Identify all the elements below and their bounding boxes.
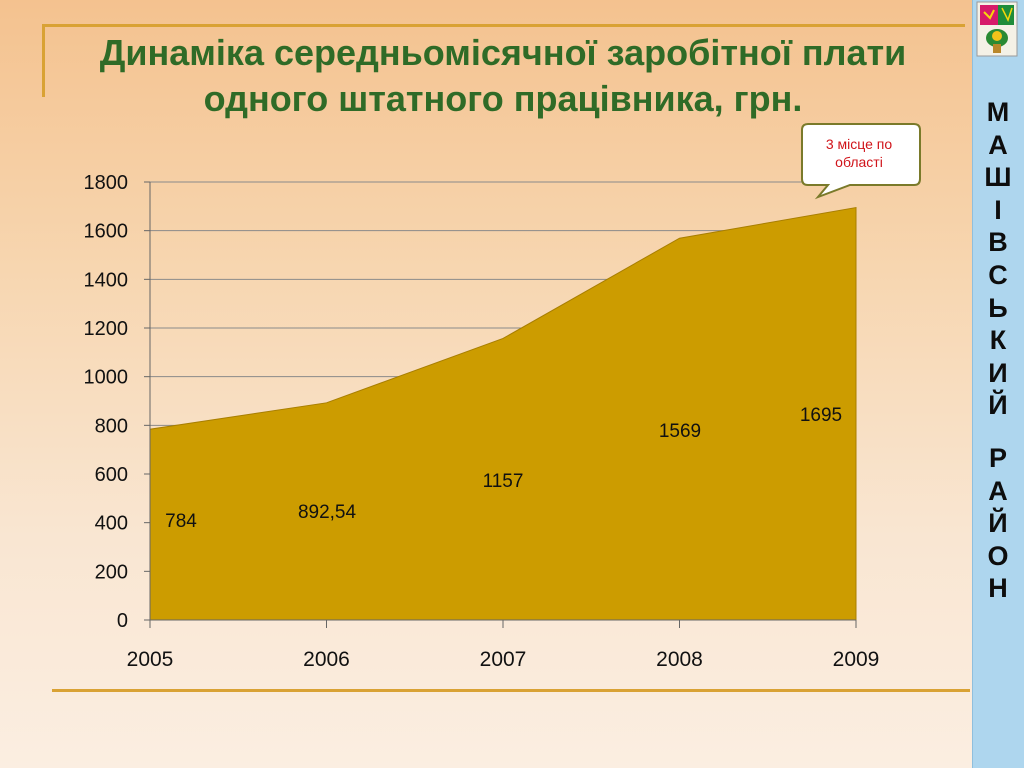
- district-letter: Й: [988, 390, 1008, 421]
- y-tick-label: 1200: [84, 318, 129, 340]
- district-letter: А: [988, 475, 1008, 506]
- district-letter: А: [988, 129, 1008, 160]
- page-title-line2: одного штатного працівника, грн.: [203, 78, 803, 119]
- y-tick-label: 200: [95, 561, 128, 583]
- district-letter: К: [989, 325, 1007, 356]
- y-tick-label: 1800: [84, 172, 129, 194]
- x-tick-label: 2007: [480, 648, 527, 671]
- district-coat-of-arms-icon: [976, 1, 1018, 57]
- callout-bubble: [801, 123, 921, 200]
- y-tick-label: 0: [117, 610, 128, 632]
- district-letter: В: [988, 227, 1008, 258]
- data-label: 1695: [800, 405, 842, 426]
- x-tick-label: 2005: [127, 648, 174, 671]
- area-series: [149, 206, 857, 621]
- title-frame: [42, 24, 965, 97]
- page-title: Динаміка середньомісячної заробітної пла…: [48, 30, 958, 122]
- data-label: 1569: [659, 421, 701, 442]
- district-letter: М: [986, 97, 1010, 127]
- data-label: 892,54: [298, 502, 357, 523]
- callout-text: 3 місце по області: [825, 136, 893, 170]
- sidebar: [972, 0, 1024, 768]
- district-letter: І: [994, 194, 1002, 225]
- district-letter: И: [988, 357, 1008, 388]
- y-tick-label: 800: [95, 415, 128, 437]
- district-letter: Й: [988, 508, 1008, 539]
- y-tick-label: 1600: [84, 221, 129, 243]
- y-tick-label: 400: [95, 513, 128, 535]
- x-tick-label: 2008: [656, 648, 703, 671]
- district-letter: С: [988, 259, 1008, 290]
- bottom-divider: [52, 689, 970, 692]
- district-letter: Р: [988, 442, 1007, 473]
- district-letter: О: [987, 540, 1009, 571]
- y-tick-label: 1400: [84, 269, 129, 291]
- district-letter: Ь: [988, 292, 1008, 323]
- x-tick-label: 2006: [303, 648, 350, 671]
- district-letter: Н: [988, 573, 1008, 604]
- x-tick-label: 2009: [833, 648, 880, 671]
- data-label: 1157: [483, 471, 524, 492]
- data-label: 784: [165, 511, 197, 532]
- page-title-line1: Динаміка середньомісячної заробітної пла…: [99, 32, 907, 73]
- y-tick-label: 600: [95, 464, 128, 486]
- district-letter: Ш: [984, 162, 1012, 193]
- y-tick-label: 1000: [84, 367, 129, 389]
